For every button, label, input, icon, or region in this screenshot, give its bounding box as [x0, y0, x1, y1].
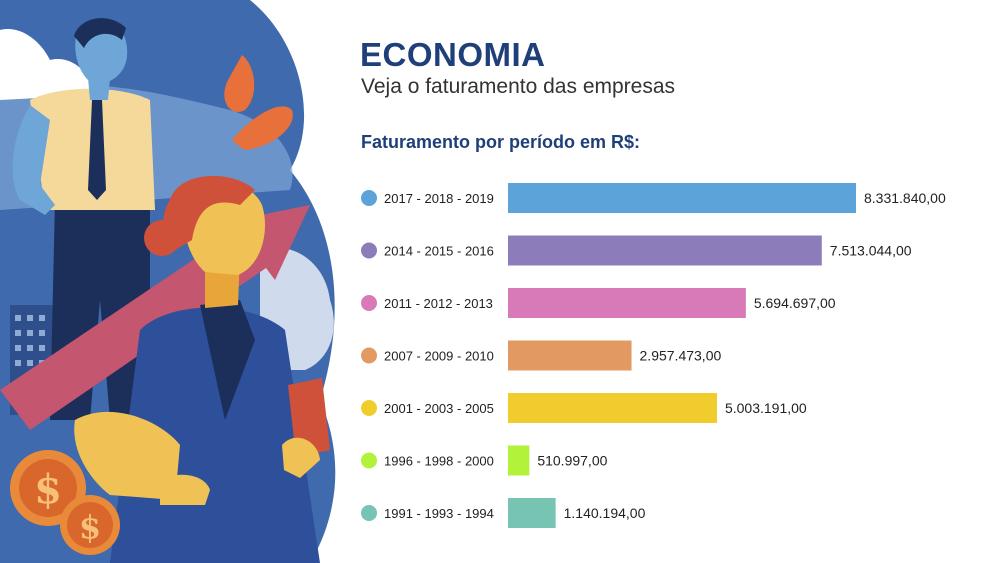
category-label: 2011 - 2012 - 2013 — [384, 296, 493, 311]
value-label: 2.957.473,00 — [640, 348, 722, 364]
woman-hair — [163, 175, 255, 250]
woman-hand-right — [282, 437, 320, 478]
woman-collar — [200, 300, 255, 420]
category-label: 1996 - 1998 - 2000 — [384, 454, 494, 469]
value-label: 8.331.840,00 — [864, 190, 946, 206]
chart-heading: Faturamento por período em R$: — [361, 132, 641, 152]
legend-dot — [361, 190, 377, 206]
woman-hair-bun — [144, 220, 180, 256]
value-label: 5.694.697,00 — [754, 295, 836, 311]
man-tie — [88, 100, 106, 200]
bar — [508, 235, 822, 266]
legend-dot — [361, 242, 377, 259]
value-label: 5.003.191,00 — [725, 400, 807, 416]
category-label: 2014 - 2015 - 2016 — [384, 244, 494, 259]
value-label: 7.513.044,00 — [830, 243, 912, 259]
category-label: 2001 - 2003 - 2005 — [384, 401, 494, 416]
page-title: ECONOMIA — [360, 36, 546, 73]
man-arm — [12, 105, 56, 215]
bar — [508, 393, 717, 423]
legend-dot — [361, 505, 377, 521]
value-label: 1.140.194,00 — [564, 505, 646, 521]
man-neck — [88, 78, 110, 100]
category-label: 2017 - 2018 - 2019 — [384, 191, 494, 206]
splash-drop-top — [224, 55, 255, 112]
legend-dot — [361, 452, 377, 469]
legend-dot — [361, 295, 377, 311]
revenue-bar-chart: 2017 - 2018 - 2019 8.331.840,00 2014 - 201… — [361, 183, 946, 528]
splash-drop-bottom — [232, 106, 293, 150]
page-subtitle: Veja o faturamento das empresas — [361, 75, 676, 98]
woman-hand — [160, 474, 210, 505]
svg-text:$: $ — [79, 508, 101, 546]
bar — [508, 498, 556, 528]
man-hair — [74, 18, 126, 48]
bar — [508, 288, 746, 318]
svg-text:$: $ — [34, 466, 62, 513]
value-label: 510.997,00 — [537, 453, 607, 469]
legend-dot — [361, 400, 377, 416]
bar — [508, 183, 856, 213]
category-label: 2007 - 2009 - 2010 — [384, 349, 494, 364]
bar — [508, 445, 530, 476]
legend-dot — [361, 347, 377, 364]
bar — [508, 340, 632, 371]
business-people-illustration: $ $ — [0, 0, 336, 563]
woman-arm — [74, 411, 180, 500]
category-label: 1991 - 1993 - 1994 — [384, 506, 494, 521]
cloud-shape — [0, 29, 95, 100]
